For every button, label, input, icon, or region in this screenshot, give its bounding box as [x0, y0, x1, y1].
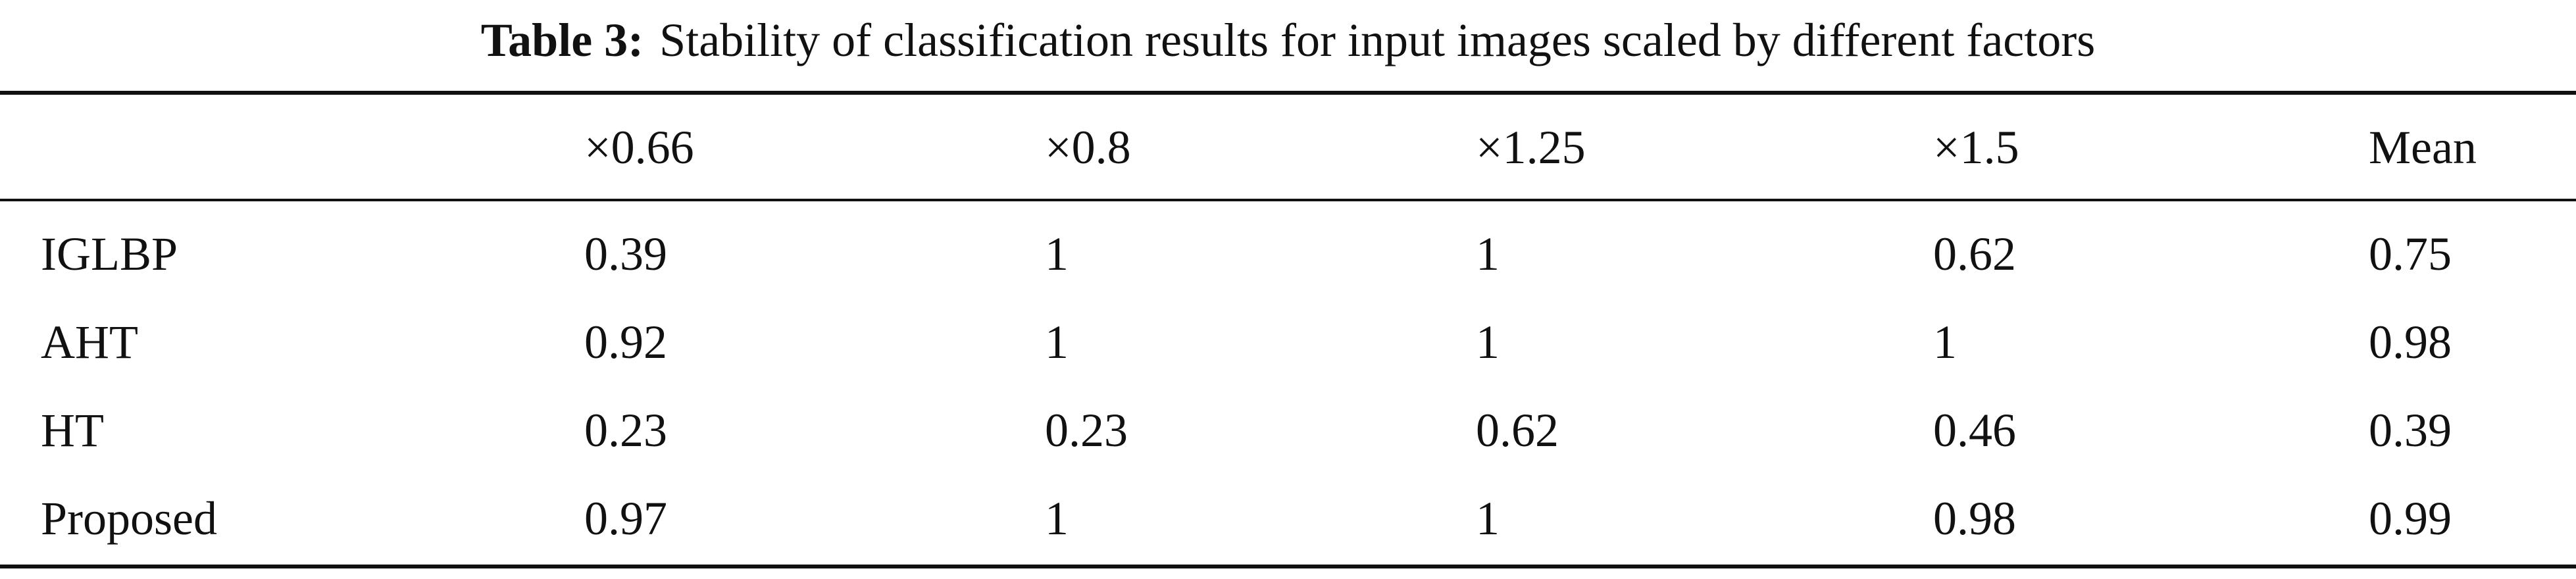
table-cell: 1	[1045, 492, 1069, 545]
table-cell: 1	[1476, 316, 1500, 368]
table-cell: 0.23	[1045, 404, 1128, 457]
row-label: Proposed	[41, 492, 217, 545]
table-cell: 0.62	[1476, 404, 1559, 457]
table-cell: 0.98	[1933, 492, 2016, 545]
table-cell: 0.97	[584, 492, 667, 545]
table-cell: 0.23	[584, 404, 667, 457]
table-cell: 0.62	[1933, 228, 2016, 280]
row-label: AHT	[41, 316, 138, 368]
mid-rule	[0, 199, 2576, 201]
column-header: ×0.66	[584, 121, 694, 174]
column-header: ×1.25	[1476, 121, 1586, 174]
table-cell: 1	[1476, 492, 1500, 545]
table-caption: Table 3: Stability of classification resu…	[0, 13, 2576, 68]
column-header: ×1.5	[1933, 121, 2019, 174]
table-cell: 0.92	[584, 316, 667, 368]
table-cell: 1	[1476, 228, 1500, 280]
table-cell: 0.98	[2369, 316, 2452, 368]
table-label: Table 3:	[480, 14, 644, 66]
table-cell: 0.75	[2369, 228, 2452, 280]
table-cell: 0.39	[584, 228, 667, 280]
table-title: Stability of classification results for …	[659, 14, 2096, 66]
table-cell: 0.99	[2369, 492, 2452, 545]
table-cell: 1	[1045, 228, 1069, 280]
bottom-rule	[0, 565, 2576, 568]
table-cell: 1	[1933, 316, 1957, 368]
table-cell: 1	[1045, 316, 1069, 368]
table-cell: 0.46	[1933, 404, 2016, 457]
top-rule	[0, 91, 2576, 95]
row-label: HT	[41, 404, 104, 457]
column-header: ×0.8	[1045, 121, 1131, 174]
row-label: IGLBP	[41, 228, 178, 280]
column-header: Mean	[2369, 121, 2477, 174]
table-cell: 0.39	[2369, 404, 2452, 457]
